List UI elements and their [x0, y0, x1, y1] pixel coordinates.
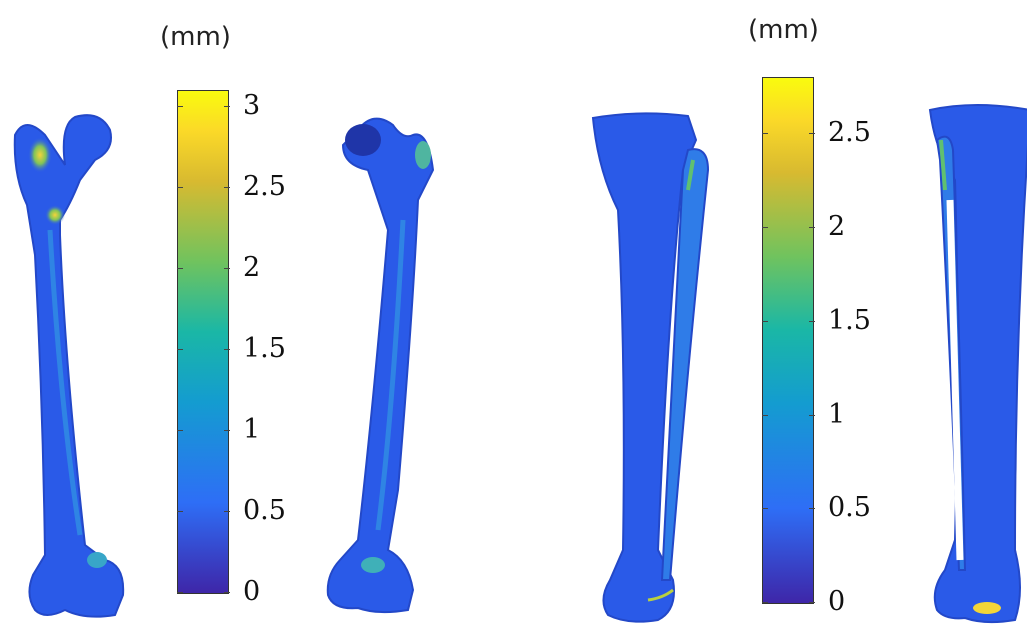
tibia-fibula-posterior-view [928, 104, 1027, 624]
femur-colorbar-tick-mark [224, 430, 230, 432]
femur-colorbar-tick-label: 2.5 [243, 171, 286, 203]
femur-panel: (mm) 3 2.5 2 1.5 1 0.5 0 [0, 0, 500, 630]
femur-colorbar-tick-mark [224, 511, 230, 513]
femur-colorbar-tick-mark [177, 592, 183, 593]
tibia-colorbar-tick-mark [809, 133, 815, 135]
femur-posterior-view [326, 117, 435, 614]
femur-colorbar-tick-label: 0 [243, 576, 261, 607]
tibia-colorbar-tick-mark [809, 414, 815, 416]
tibia-colorbar-tick-label: 2.5 [828, 117, 871, 149]
tibia-colorbar-tick-mark [762, 320, 768, 322]
femur-anterior-view [13, 114, 125, 618]
tibia-colorbar-tick-label: 0 [828, 586, 846, 617]
femur-colorbar-tick-mark [224, 106, 230, 108]
femur-colorbar-unit: (mm) [160, 22, 231, 52]
femur-colorbar-tick-mark [224, 187, 230, 189]
femur-colorbar-tick-label: 2 [243, 252, 261, 284]
tibia-colorbar-tick-mark [809, 227, 815, 228]
femur-colorbar-tick-mark [177, 511, 183, 513]
tibia-colorbar-tick-mark [809, 320, 815, 322]
tibia-colorbar-tick-mark [762, 414, 768, 416]
tibia-colorbar-tick-mark [762, 133, 768, 135]
tibia-colorbar-tick-mark [762, 602, 768, 603]
tibia-colorbar-tick-mark [809, 508, 815, 510]
femur-colorbar-tick-mark [177, 187, 183, 189]
femur-colorbar-tick-label: 1.5 [243, 333, 286, 365]
tibia-panel: (mm) 2.5 2 1.5 1 0.5 0 [560, 0, 1027, 630]
femur-colorbar-tick-label: 0.5 [243, 495, 286, 527]
tibia-colorbar-tick-mark [762, 508, 768, 510]
femur-colorbar-tick-mark [177, 430, 183, 432]
tibia-colorbar-tick-label: 1.5 [828, 304, 871, 336]
tibia-colorbar-tick-mark [809, 602, 815, 603]
tibia-colorbar-tick-label: 1 [828, 398, 846, 430]
femur-colorbar-tick-mark [177, 106, 183, 108]
femur-colorbar-tick-mark [177, 268, 183, 270]
tibia-colorbar-tick-mark [762, 227, 768, 228]
femur-colorbar-tick-label: 1 [243, 414, 261, 446]
femur-colorbar-tick-mark [177, 349, 183, 351]
tibia-colorbar-unit: (mm) [748, 15, 819, 45]
tibia-colorbar [762, 77, 814, 604]
femur-colorbar-tick-mark [224, 592, 230, 593]
tibia-fibula-anterior-view [591, 112, 710, 623]
femur-colorbar-tick-mark [224, 349, 230, 351]
femur-colorbar [177, 90, 229, 594]
tibia-colorbar-tick-label: 0.5 [828, 492, 871, 524]
femur-colorbar-tick-label: 3 [243, 90, 261, 122]
femur-colorbar-tick-mark [224, 268, 230, 270]
tibia-colorbar-tick-label: 2 [828, 211, 846, 242]
